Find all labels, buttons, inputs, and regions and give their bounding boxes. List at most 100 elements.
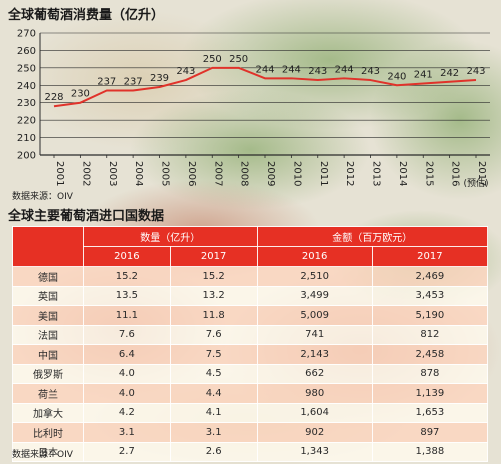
subheader-quantity-2017: 2017 [169, 246, 258, 267]
subheader-value-2016: 2016 [256, 246, 373, 267]
data-label: 242 [440, 68, 459, 79]
quantity-2016: 4.0 [83, 363, 171, 384]
quantity-2017: 13.2 [169, 285, 258, 306]
country-name: 俄罗斯 [12, 363, 84, 384]
x-tick-label: 2015 [423, 161, 434, 186]
x-tick-label: 2011 [318, 161, 329, 186]
x-tick-label: 2008 [239, 161, 250, 186]
value-2016: 1,343 [256, 441, 373, 462]
y-tick-label: 250 [17, 63, 36, 74]
value-2016: 741 [256, 324, 373, 345]
x-tick-label: 2016 [450, 161, 461, 186]
value-2017: 5,190 [371, 305, 489, 326]
quantity-2017: 2.6 [169, 441, 258, 462]
chart-source-note: 数据来源：OIV [12, 192, 73, 202]
quantity-2017: 7.5 [169, 344, 258, 365]
data-label: 230 [71, 89, 90, 100]
country-name: 比利时 [12, 422, 84, 443]
quantity-2017: 15.2 [169, 266, 258, 287]
header-quantity: 数量（亿升） [83, 226, 258, 247]
value-2016: 902 [256, 422, 373, 443]
table-header-blank [12, 226, 84, 267]
country-name: 加拿大 [12, 402, 84, 423]
table-row: 中国 6.4 7.5 2,143 2,458 [12, 344, 489, 365]
data-label: 250 [229, 54, 248, 65]
quantity-2016: 4.0 [83, 383, 171, 404]
data-label: 243 [176, 66, 195, 77]
table-row: 德国 15.2 15.2 2,510 2,469 [12, 266, 489, 287]
quantity-2016: 11.1 [83, 305, 171, 326]
header-value: 金额（百万欧元） [256, 226, 489, 247]
country-name: 中国 [12, 344, 84, 365]
value-2017: 812 [371, 324, 489, 345]
quantity-2016: 6.4 [83, 344, 171, 365]
table-row: 美国 11.1 11.8 5,009 5,190 [12, 305, 489, 326]
quantity-2017: 4.1 [169, 402, 258, 423]
country-name: 美国 [12, 305, 84, 326]
table-title: 全球主要葡萄酒进口国数据 [8, 209, 165, 224]
x-tick-label: 2003 [107, 161, 118, 186]
country-name: 英国 [12, 285, 84, 306]
x-tick-label: 2004 [133, 161, 144, 186]
table-row: 加拿大 4.2 4.1 1,604 1,653 [12, 402, 489, 423]
value-2016: 2,143 [256, 344, 373, 365]
y-tick-label: 210 [17, 133, 36, 144]
value-2017: 3,453 [371, 285, 489, 306]
y-tick-label: 220 [17, 116, 36, 127]
x-category-note: (预估) [463, 177, 488, 189]
value-2017: 1,653 [371, 402, 489, 423]
table-row: 法国 7.6 7.6 741 812 [12, 324, 489, 345]
y-tick-label: 260 [17, 46, 36, 57]
x-tick-label: 2013 [371, 161, 382, 186]
country-name: 荷兰 [12, 383, 84, 404]
value-2016: 2,510 [256, 266, 373, 287]
value-2017: 2,469 [371, 266, 489, 287]
y-tick-label: 200 [17, 151, 36, 162]
x-tick-label: 2009 [265, 161, 276, 186]
table-row: 日本 2.7 2.6 1,343 1,388 [12, 441, 489, 462]
value-2017: 1,139 [371, 383, 489, 404]
data-label: 244 [282, 64, 301, 75]
country-name: 法国 [12, 324, 84, 345]
quantity-2016: 13.5 [83, 285, 171, 306]
quantity-2017: 3.1 [169, 422, 258, 443]
data-label: 243 [308, 66, 327, 77]
quantity-2017: 7.6 [169, 324, 258, 345]
quantity-2017: 4.5 [169, 363, 258, 384]
x-tick-label: 2007 [212, 161, 223, 186]
value-2016: 980 [256, 383, 373, 404]
subheader-value-2017: 2017 [371, 246, 489, 267]
consumption-line-chart: 200 210 220 230 240 250 260 270 2001 2002 2003 2004… [17, 29, 490, 189]
value-2016: 1,604 [256, 402, 373, 423]
value-2017: 897 [371, 422, 489, 443]
x-tick-label: 2017 [476, 161, 487, 186]
quantity-2016: 7.6 [83, 324, 171, 345]
table-source-note: 数据来源：OIV [12, 450, 73, 460]
data-label: 237 [97, 77, 116, 88]
quantity-2016: 2.7 [83, 441, 171, 462]
country-name: 日本 [12, 441, 84, 462]
y-tick-label: 270 [17, 29, 36, 40]
value-2017: 1,388 [371, 441, 489, 462]
value-2016: 662 [256, 363, 373, 384]
quantity-2017: 4.4 [169, 383, 258, 404]
x-tick-label: 2002 [80, 161, 91, 186]
data-label: 243 [361, 66, 380, 77]
data-label: 239 [150, 73, 169, 84]
data-label: 244 [335, 64, 354, 75]
table-row: 英国 13.5 13.2 3,499 3,453 [12, 285, 489, 306]
series-line [53, 66, 477, 108]
x-tick-label: 2006 [186, 161, 197, 186]
data-label: 237 [124, 77, 143, 88]
data-label: 228 [44, 92, 63, 103]
quantity-2016: 15.2 [83, 266, 171, 287]
value-2016: 3,499 [256, 285, 373, 306]
quantity-2017: 11.8 [169, 305, 258, 326]
value-2016: 5,009 [256, 305, 373, 326]
country-name: 德国 [12, 266, 84, 287]
table-row: 比利时 3.1 3.1 902 897 [12, 422, 489, 443]
y-tick-label: 230 [17, 98, 36, 109]
data-label: 250 [203, 54, 222, 65]
import-countries-table: 数量（亿升） 金额（百万欧元） 2016 2017 2016 2017 德国 1… [12, 226, 489, 462]
x-tick-label: 2014 [397, 161, 408, 186]
